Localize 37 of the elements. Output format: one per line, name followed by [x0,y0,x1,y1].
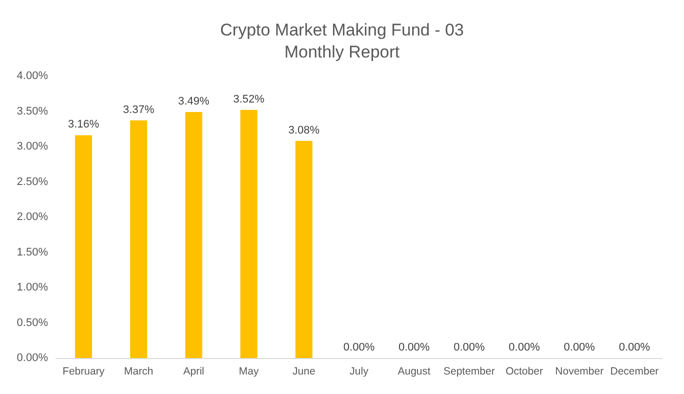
data-label: 0.00% [454,342,485,354]
y-tick-label: 3.50% [16,105,48,118]
x-tick-label: October [506,366,544,378]
x-tick-label: June [292,366,316,378]
y-tick-label: 3.00% [16,140,48,152]
y-tick-label: 2.50% [16,176,48,188]
x-tick-label: March [124,366,154,378]
data-label: 3.08% [288,124,320,136]
x-tick-label: November [555,366,604,378]
bar [75,135,92,358]
bar [240,110,258,358]
y-tick-label: 4.00% [16,70,48,82]
x-tick-label: September [443,366,496,378]
data-label: 3.16% [68,118,100,131]
y-tick-label: 1.50% [16,246,48,258]
data-label: 0.00% [508,342,540,354]
data-label: 3.37% [123,104,154,116]
data-label: 3.52% [233,93,265,106]
data-label: 0.00% [398,342,430,354]
x-tick-label: December [610,366,660,378]
data-label: 0.00% [343,342,375,354]
x-tick-label: April [183,366,204,378]
x-tick-label: May [238,366,260,378]
y-tick-label: 2.00% [16,211,48,223]
y-tick-label: 0.00% [16,352,48,364]
data-label: 0.00% [564,342,596,354]
x-tick-label: July [350,366,370,378]
bar [130,120,148,358]
x-tick-label: August [398,366,431,378]
x-tick-label: February [62,366,106,378]
y-tick-label: 1.00% [16,282,48,294]
bar [295,140,312,358]
chart-title: Crypto Market Making Fund - 03 Monthly Report [220,20,464,62]
data-label: 3.49% [178,95,210,108]
data-label: 0.00% [618,342,650,354]
y-tick-label: 0.50% [16,316,48,329]
bar [185,112,202,358]
